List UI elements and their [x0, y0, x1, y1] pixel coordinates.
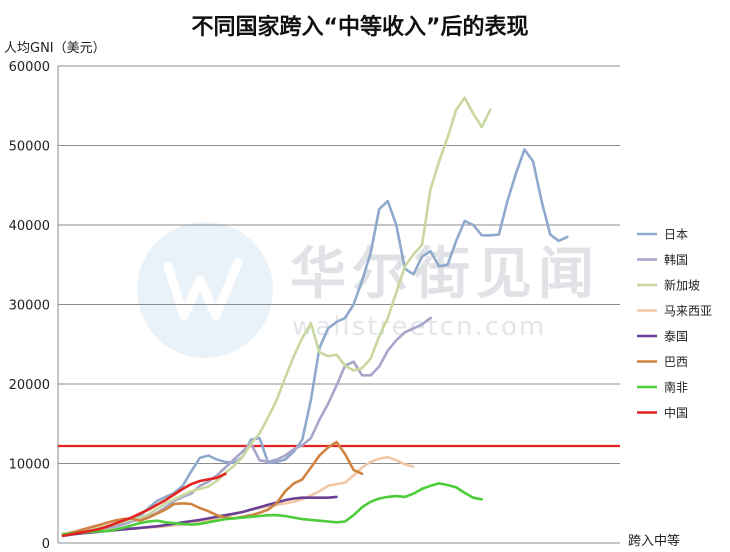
series-line-0 — [61, 148, 569, 538]
y-tick-labels: 0 10000 20000 30000 40000 50000 60000 — [9, 60, 50, 552]
watermark-logo-w — [163, 257, 243, 321]
series-layer — [61, 96, 569, 538]
y-tick-label: 50000 — [9, 140, 50, 155]
y-axis-label: 人均GNI（美元） — [4, 41, 106, 56]
legend-label: 新加坡 — [664, 278, 700, 293]
series-line-6 — [61, 482, 484, 536]
series-line-7 — [61, 472, 227, 538]
y-tick-label: 0 — [42, 537, 50, 552]
chart-title: 不同国家跨入“中等收入”后的表现 — [192, 14, 529, 40]
y-tick-label: 60000 — [9, 60, 50, 75]
series-line-1 — [61, 316, 432, 537]
legend-label: 中国 — [664, 405, 688, 420]
x-axis-label: 跨入中等 — [628, 533, 680, 549]
watermark: 华尔街见闻 wallstreetcn.com — [137, 222, 600, 358]
series-line-5 — [61, 440, 364, 537]
gridlines — [57, 65, 620, 544]
y-tick-label: 20000 — [9, 378, 50, 393]
y-tick-label: 10000 — [9, 458, 50, 473]
legend-label: 马来西亚 — [664, 304, 712, 318]
legend-label: 韩国 — [664, 252, 688, 267]
y-tick-label: 30000 — [9, 299, 50, 314]
legend-label: 南非 — [664, 380, 688, 395]
legend-label: 日本 — [664, 228, 688, 242]
svg-text:华尔街见闻: 华尔街见闻 — [290, 241, 600, 307]
y-tick-label: 40000 — [9, 219, 50, 234]
legend-label: 巴西 — [664, 355, 688, 369]
legend-label: 泰国 — [664, 330, 688, 344]
